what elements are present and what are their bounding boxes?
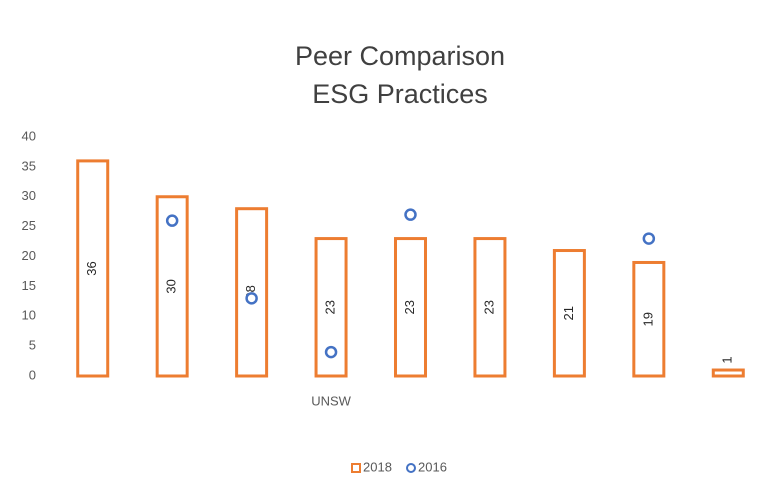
- y-tick-label: 0: [29, 367, 36, 382]
- legend-label: 2016: [418, 459, 447, 474]
- y-tick-label: 20: [22, 248, 36, 263]
- bar: [552, 249, 586, 378]
- y-tick-label: 10: [22, 308, 36, 323]
- chart-title: Peer Comparison: [295, 41, 505, 71]
- y-tick-label: 30: [22, 188, 36, 203]
- y-tick-label: 40: [22, 128, 36, 143]
- data-label: 36: [84, 261, 99, 275]
- y-tick-label: 15: [22, 278, 36, 293]
- data-label: 19: [640, 312, 655, 326]
- data-label: 1: [720, 356, 735, 363]
- bar: [711, 368, 745, 378]
- x-tick-label: UNSW: [311, 393, 351, 408]
- point: [245, 292, 258, 305]
- data-label: 30: [164, 279, 179, 293]
- point: [642, 232, 656, 245]
- bar: [473, 237, 507, 378]
- y-tick-label: 35: [22, 158, 36, 173]
- data-label: 23: [322, 300, 337, 314]
- data-label: 23: [402, 300, 417, 314]
- bar: [394, 237, 427, 378]
- y-tick-label: 25: [22, 218, 36, 233]
- point: [324, 345, 338, 359]
- data-label: 21: [561, 306, 576, 320]
- point: [404, 208, 417, 221]
- bar: [632, 260, 666, 378]
- chart-subtitle: ESG Practices: [312, 79, 488, 109]
- bar: [76, 159, 110, 378]
- legend-marker: [406, 463, 416, 473]
- data-label: 23: [481, 300, 496, 314]
- legend-marker: [351, 463, 361, 473]
- point: [165, 214, 179, 227]
- legend-label: 2018: [363, 459, 392, 474]
- y-tick-label: 5: [29, 338, 36, 353]
